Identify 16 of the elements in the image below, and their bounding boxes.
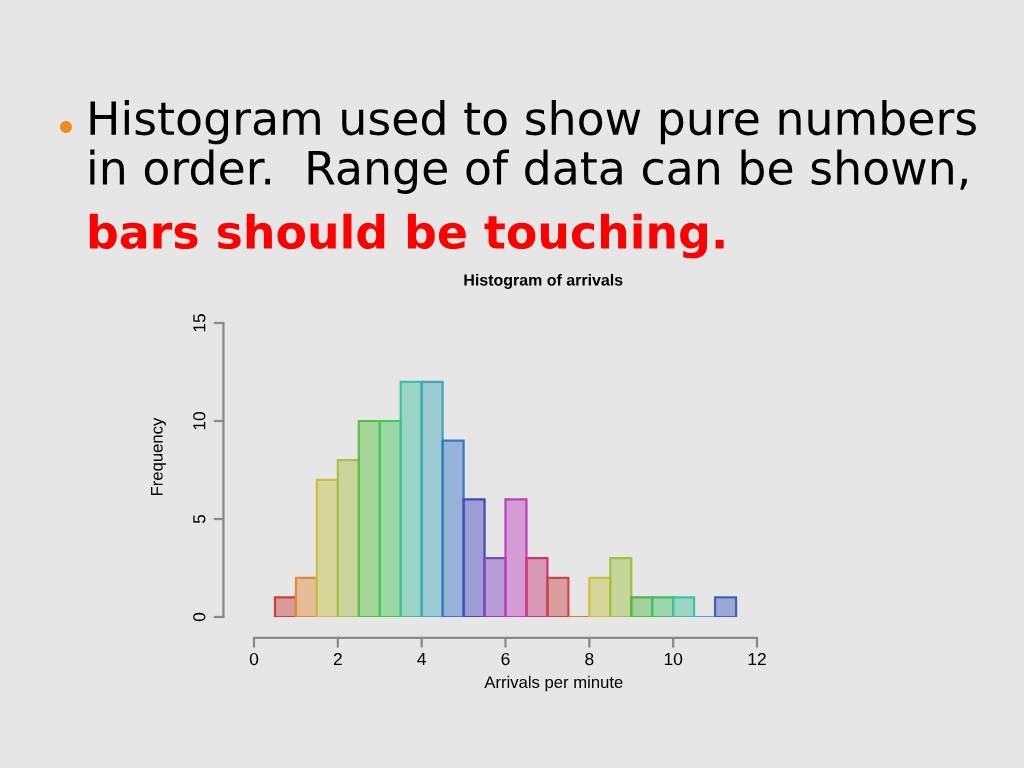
y-tick-label: 0 [193, 612, 206, 622]
chart-title: Histogram of arrivals [464, 273, 623, 289]
x-tick-label: 6 [501, 652, 510, 666]
x-tick-label: 0 [249, 652, 259, 666]
x-tick-label: 10 [664, 652, 683, 666]
text: Histogram used to show pure numbers in order. Range of data can be shown, [90, 100, 976, 194]
text: bars should be touching. [89, 213, 724, 259]
x-tick-label: 2 [333, 652, 342, 665]
y-tick-label: 5 [193, 514, 206, 524]
x-tick-label: 4 [417, 653, 426, 665]
y-tick-label: 15 [193, 314, 206, 332]
x-tick-label: 8 [585, 652, 594, 666]
y-axis-title: Frequency [151, 417, 166, 496]
x-tick-label: 12 [748, 652, 766, 665]
y-tick-label: 10 [193, 412, 206, 430]
x-axis-title: Arrivals per minute [484, 675, 623, 692]
